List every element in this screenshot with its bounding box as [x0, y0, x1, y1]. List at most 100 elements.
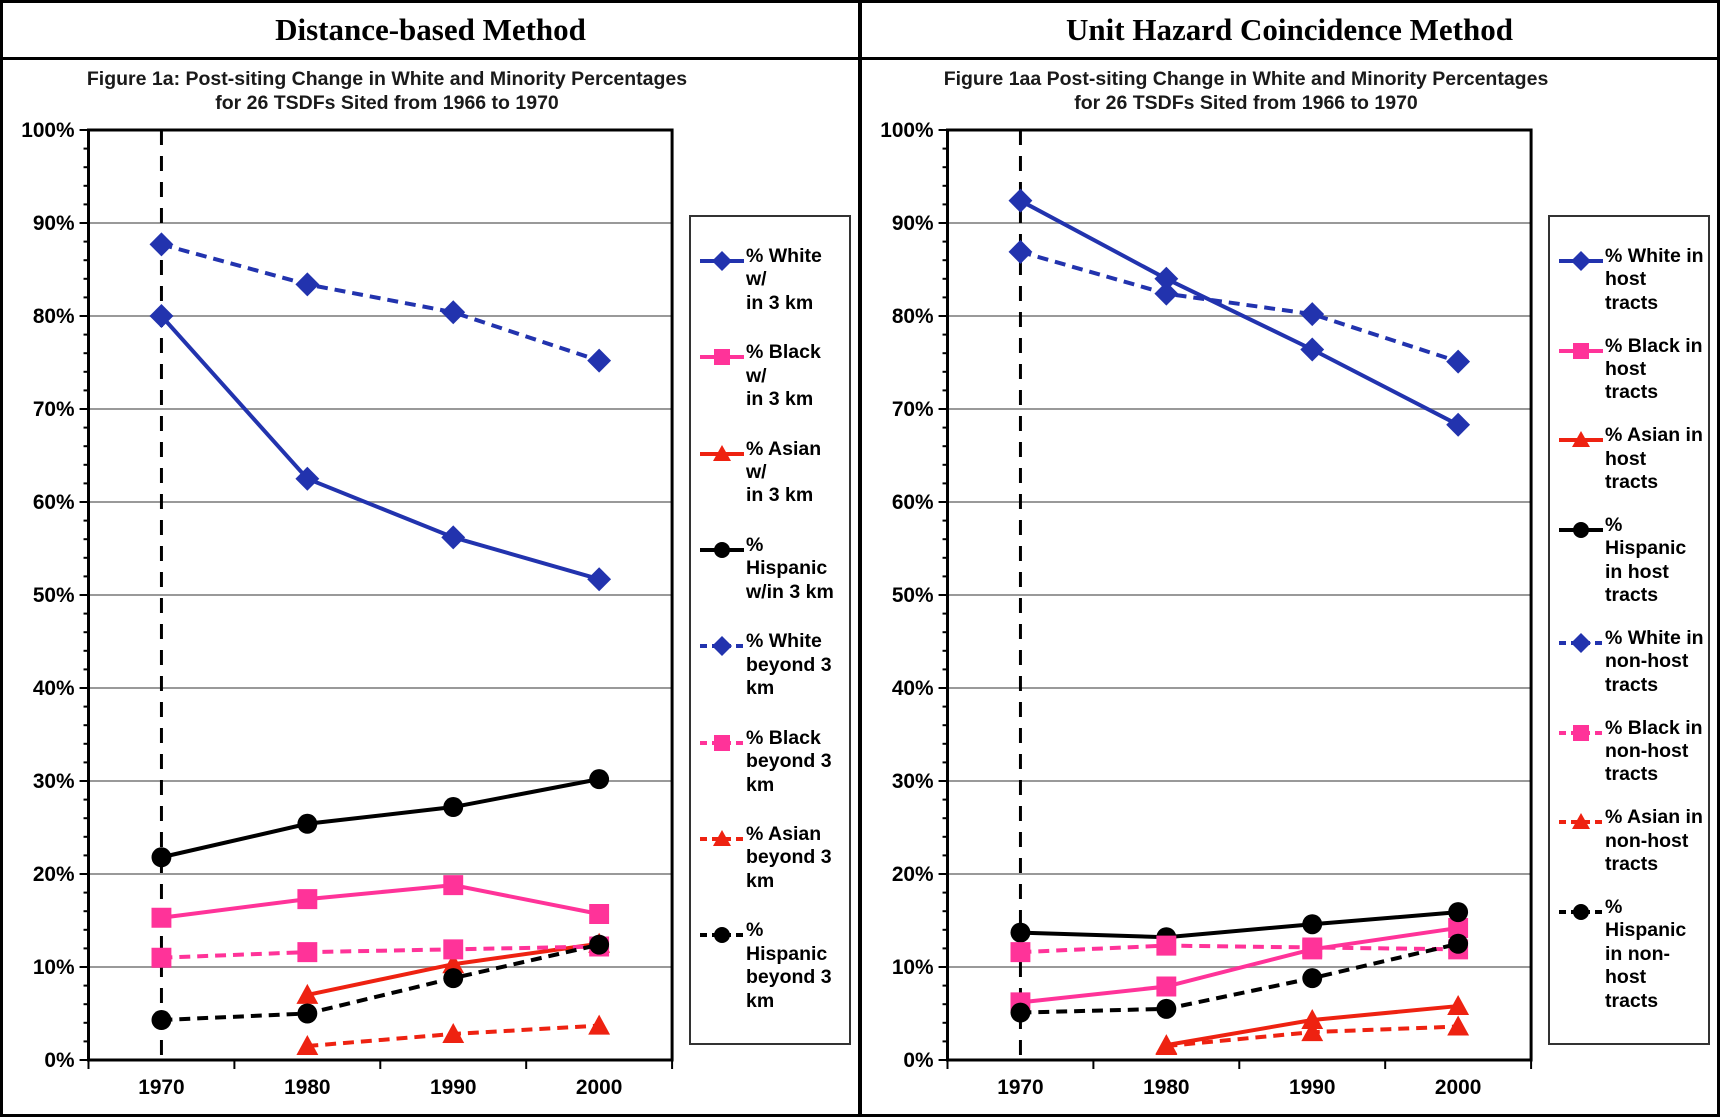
y-axis-tick-label: 30%	[33, 770, 75, 793]
series-line	[1020, 925, 1459, 1005]
data-point-square-marker	[151, 907, 172, 928]
data-point-square-marker	[151, 947, 172, 968]
legend-item: % Hispanic in host tracts	[1558, 514, 1704, 608]
series-line	[1019, 198, 1460, 427]
series-line	[1020, 910, 1459, 940]
legend-distance-based: % White w/ in 3 km % Black w/ in 3 km % As…	[689, 215, 851, 1045]
legend-item: % Black in non-host tracts	[1558, 717, 1704, 787]
data-point-triangle-marker	[442, 953, 465, 974]
data-point-diamond-marker	[1008, 188, 1033, 213]
legend-marker-glyph	[1571, 633, 1591, 654]
data-point-diamond-marker	[295, 466, 320, 491]
legend-marker-glyph	[712, 251, 732, 271]
legend-item: % White beyond 3 km	[699, 630, 845, 700]
x-axis-tick-label: 1980	[284, 1076, 330, 1099]
data-point-circle-marker	[297, 1003, 318, 1024]
series-line	[1020, 941, 1459, 1015]
legend-label: % White in non-host tracts	[1605, 627, 1704, 696]
data-point-triangle-marker	[1301, 1009, 1324, 1030]
y-axis-tick-label: 100%	[21, 119, 75, 142]
plot-border	[946, 128, 1533, 1062]
legend-marker-glyph	[714, 542, 730, 559]
legend-label: % Asian in host tracts	[1605, 424, 1703, 494]
y-axis-tick-label: 10%	[33, 956, 75, 979]
y-axis-tick-label: 10%	[892, 956, 934, 979]
series-line	[161, 942, 600, 1023]
figure-caption-title-right: Figure 1aa Post-siting Change in White a…	[943, 68, 1549, 90]
y-axis-tick-label: 90%	[892, 212, 934, 235]
legend-marker-glyph	[714, 349, 730, 366]
legend-label: % Hispanic in non- host tracts	[1605, 895, 1687, 1012]
legend-label: % Hispanic in host tracts	[1605, 513, 1687, 607]
legend-triangle-icon	[1559, 431, 1603, 448]
legend-label: % Hispanic beyond 3 km	[746, 919, 832, 1012]
legend-item: % Black in host tracts	[1558, 335, 1704, 405]
y-axis-tick-label: 30%	[892, 770, 934, 793]
data-point-square-marker	[443, 939, 464, 960]
x-axis-tick-label: 1980	[1143, 1076, 1189, 1099]
x-axis-tick-label: 1990	[430, 1076, 476, 1099]
legend-item: % Hispanic in non- host tracts	[1558, 896, 1704, 1013]
legend-circle-icon	[700, 927, 744, 944]
data-point-diamond-marker	[441, 525, 466, 550]
legend-square-icon	[1559, 724, 1603, 741]
legend-item: % Asian w/ in 3 km	[699, 438, 845, 508]
legend-marker-glyph	[1572, 813, 1590, 830]
legend-marker-glyph	[1573, 724, 1589, 741]
data-point-circle-marker	[1448, 933, 1469, 954]
legend-diamond-icon	[1559, 251, 1603, 271]
data-point-triangle-marker	[296, 1035, 319, 1056]
data-point-circle-marker	[589, 769, 610, 790]
data-point-diamond-marker	[441, 300, 466, 325]
data-point-triangle-marker	[1301, 1021, 1324, 1042]
x-axis-tick-label: 1970	[138, 1076, 184, 1099]
data-point-circle-marker	[589, 934, 610, 955]
legend-marker-glyph	[1573, 903, 1589, 920]
data-point-diamond-marker	[1154, 266, 1179, 291]
data-point-diamond-marker	[295, 272, 320, 297]
legend-triangle-icon	[700, 830, 744, 847]
data-point-circle-marker	[151, 1010, 172, 1031]
data-point-square-marker	[589, 903, 610, 924]
legend-marker-glyph	[1571, 251, 1591, 271]
series-line	[1019, 249, 1459, 364]
legend-item: % Asian in host tracts	[1558, 424, 1704, 494]
data-point-triangle-marker	[1447, 1015, 1470, 1036]
data-point-diamond-marker	[587, 567, 612, 592]
data-point-diamond-marker	[1446, 349, 1471, 374]
x-axis-tick-label: 1990	[1289, 1076, 1335, 1099]
legend-label: % Asian beyond 3 km	[746, 823, 832, 892]
data-point-triangle-marker	[588, 1014, 611, 1035]
legend-label: % Black in host tracts	[1605, 334, 1703, 404]
legend-item: % Black beyond 3 km	[699, 727, 845, 797]
y-axis-tick-label: 80%	[892, 305, 934, 328]
panel-title-left: Distance-based Method	[275, 12, 586, 47]
y-axis-tick-label: 70%	[33, 398, 75, 421]
legend-triangle-icon	[1559, 813, 1603, 830]
data-point-triangle-marker	[296, 983, 319, 1004]
legend-item: % Black w/ in 3 km	[699, 341, 845, 411]
legend-marker-glyph	[713, 830, 731, 847]
legend-item: % Asian in non-host tracts	[1558, 806, 1704, 876]
legend-label: % Hispanic w/in 3 km	[746, 534, 834, 603]
legend-label: % White beyond 3 km	[746, 630, 832, 700]
legend-marker-glyph	[712, 636, 732, 657]
data-point-circle-marker	[443, 797, 464, 818]
y-axis-tick-label: 40%	[33, 677, 75, 700]
panel-body-right: Figure 1aa Post-siting Change in White a…	[862, 60, 1717, 1114]
y-axis-tick-label: 50%	[33, 584, 75, 607]
chart-unit-hazard: 0% 10% 20% 30% 40% 50% 60% 70% 80% 90% 100% 1970 198…	[880, 119, 1533, 1099]
legend-item: % White w/ in 3 km	[699, 245, 845, 315]
data-point-diamond-marker	[149, 304, 174, 328]
series-line	[160, 242, 600, 363]
data-point-circle-marker	[151, 847, 172, 868]
x-axis-tick-label: 2000	[1435, 1076, 1481, 1099]
y-axis-tick-label: 80%	[33, 305, 75, 328]
y-axis-tick-label: 60%	[892, 491, 934, 514]
panel-body-left: Figure 1a: Post-siting Change in White a…	[3, 60, 858, 1114]
panel-header-right: Unit Hazard Coincidence Method	[862, 3, 1717, 60]
legend-item: % White in host tracts	[1558, 245, 1704, 315]
chart-distance-based: 0% 10% 20% 30% 40% 50% 60% 70% 80% 90% 100% 1970 198…	[21, 119, 674, 1099]
data-point-circle-marker	[1156, 998, 1177, 1019]
